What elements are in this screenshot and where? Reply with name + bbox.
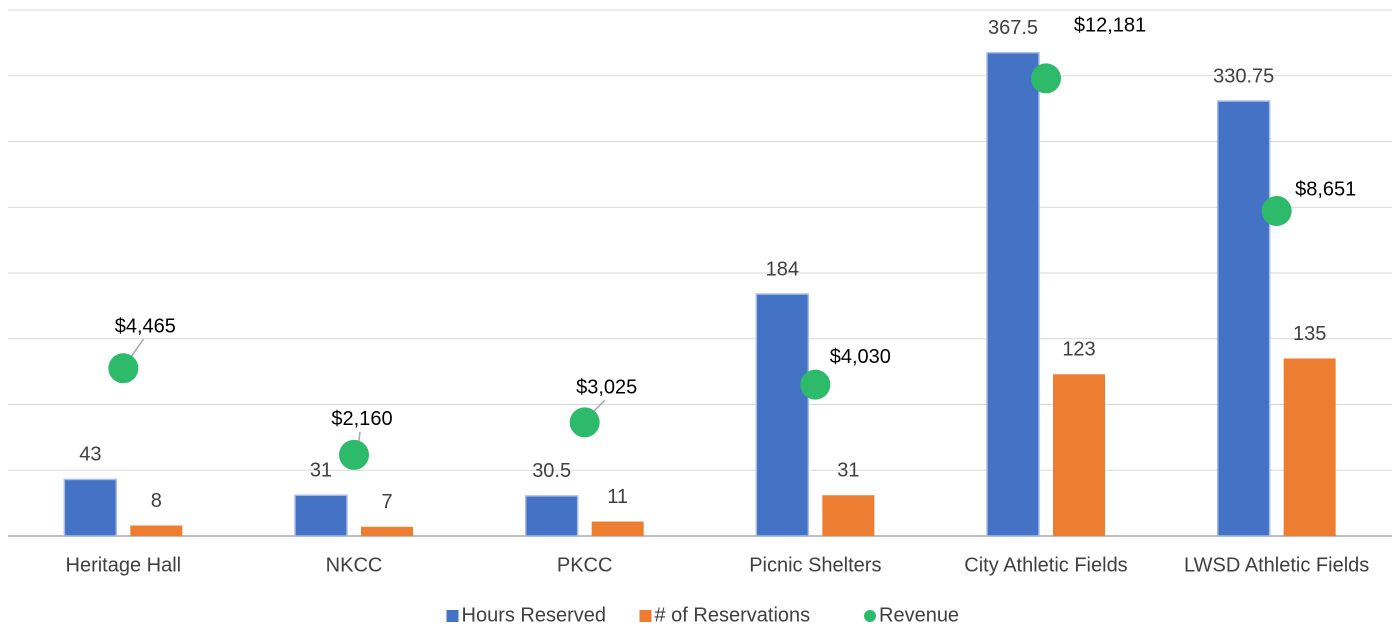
bar [822, 495, 875, 536]
bar [755, 293, 810, 537]
value-label: 7 [381, 491, 392, 513]
value-label: 8 [151, 490, 162, 512]
bar [524, 495, 579, 537]
legend-label: # of Reservations [655, 604, 811, 626]
point [1261, 195, 1292, 226]
x-tick-label: Picnic Shelters [749, 554, 881, 576]
value-label: 123 [1062, 339, 1095, 361]
value-label: $2,160 [331, 408, 392, 430]
value-label: 31 [310, 460, 332, 482]
bar [1216, 100, 1271, 537]
value-label: $4,465 [115, 316, 176, 338]
value-label: 11 [607, 486, 628, 508]
bar [591, 521, 644, 536]
x-tick-label: NKCC [326, 554, 383, 576]
value-label: $4,030 [830, 346, 891, 368]
value-label: $12,181 [1074, 15, 1146, 37]
value-label: $8,651 [1295, 178, 1356, 200]
bar [361, 526, 413, 536]
bar [1283, 358, 1336, 536]
legend-marker [639, 610, 652, 622]
bar [1053, 374, 1105, 536]
value-label: 30.5 [532, 460, 571, 482]
point [339, 439, 369, 470]
value-label: 330.75 [1213, 65, 1274, 87]
bar [986, 51, 1040, 537]
point [1031, 63, 1061, 94]
bar [294, 494, 348, 537]
bar [130, 525, 183, 536]
value-label: 184 [766, 258, 799, 280]
value-label: 31 [837, 460, 859, 482]
legend-marker [864, 610, 876, 622]
x-tick-label: LWSD Athletic Fields [1184, 554, 1369, 576]
point [569, 407, 600, 438]
x-tick-label: PKCC [557, 554, 613, 576]
point [800, 369, 831, 400]
value-label: 43 [79, 444, 101, 466]
value-label: 367.5 [988, 17, 1038, 39]
bar [63, 478, 118, 537]
x-tick-label: Heritage Hall [66, 554, 182, 576]
legend-label: Hours Reserved [462, 604, 607, 626]
legend-marker [446, 610, 459, 622]
point [108, 353, 139, 384]
x-tick-label: City Athletic Fields [964, 554, 1127, 576]
legend-label: Revenue [879, 604, 959, 626]
value-label: 135 [1293, 323, 1326, 345]
value-label: $3,025 [576, 377, 637, 399]
